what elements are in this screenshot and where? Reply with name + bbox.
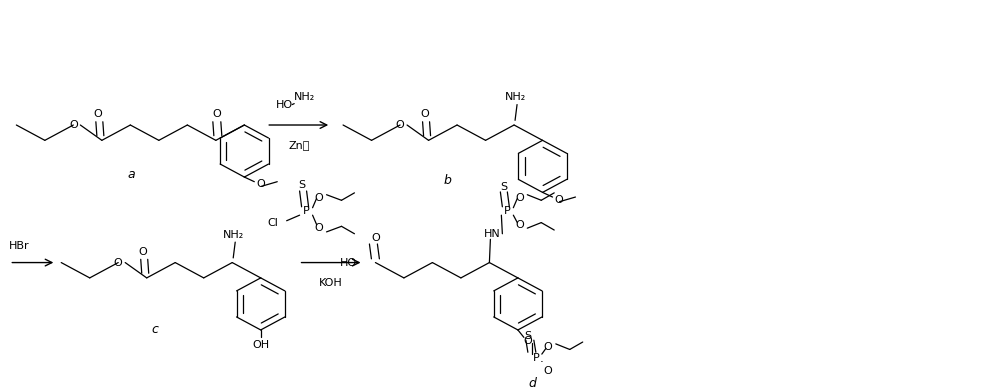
Text: O: O bbox=[515, 220, 524, 230]
Text: O: O bbox=[543, 342, 552, 352]
Text: HN: HN bbox=[484, 229, 501, 239]
Text: O: O bbox=[314, 192, 323, 203]
Text: c: c bbox=[152, 324, 159, 336]
Text: O: O bbox=[69, 120, 78, 130]
Text: O: O bbox=[114, 258, 123, 268]
Text: HO: HO bbox=[340, 258, 357, 268]
Text: O: O bbox=[93, 109, 102, 120]
Text: Cl: Cl bbox=[268, 218, 279, 228]
Text: O: O bbox=[212, 109, 221, 120]
Text: P: P bbox=[504, 206, 511, 217]
Text: O: O bbox=[543, 366, 552, 376]
Text: Zn粉: Zn粉 bbox=[288, 140, 309, 151]
Text: a: a bbox=[128, 168, 136, 181]
Text: O: O bbox=[554, 195, 563, 205]
Text: NH₂: NH₂ bbox=[294, 92, 315, 102]
Text: HO: HO bbox=[276, 100, 293, 109]
Text: OH: OH bbox=[252, 340, 269, 350]
Text: O: O bbox=[515, 192, 524, 203]
Text: NH₂: NH₂ bbox=[223, 230, 244, 240]
Text: NH₂: NH₂ bbox=[504, 92, 526, 102]
Text: d: d bbox=[529, 378, 537, 388]
Text: S: S bbox=[298, 180, 305, 191]
Text: O: O bbox=[314, 223, 323, 233]
Text: O: O bbox=[396, 120, 404, 130]
Text: O: O bbox=[523, 336, 532, 346]
Text: O: O bbox=[138, 247, 147, 257]
Text: S: S bbox=[500, 182, 507, 192]
Text: P: P bbox=[532, 353, 539, 363]
Text: O: O bbox=[371, 234, 380, 243]
Text: O: O bbox=[420, 109, 429, 120]
Text: S: S bbox=[524, 331, 531, 341]
Text: P: P bbox=[303, 206, 310, 217]
Text: O: O bbox=[256, 180, 265, 189]
Text: KOH: KOH bbox=[319, 278, 343, 288]
Text: HBr: HBr bbox=[9, 241, 30, 251]
Text: b: b bbox=[443, 174, 451, 187]
